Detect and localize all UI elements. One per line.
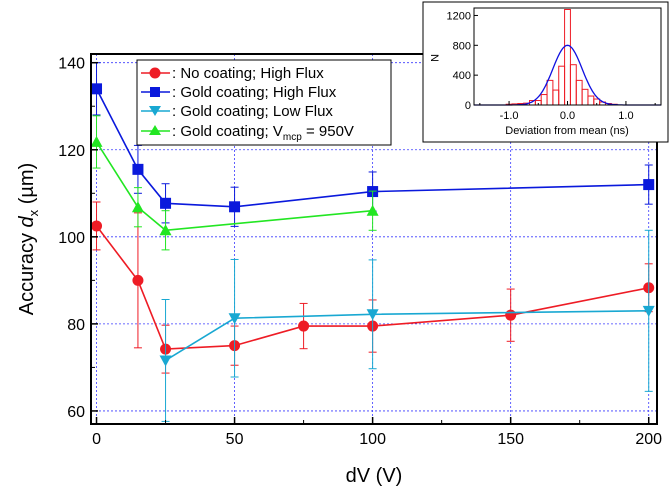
data-point: [505, 309, 517, 321]
data-point: [228, 313, 241, 325]
legend-label: : No coating; High Flux: [172, 65, 324, 82]
series-line: [165, 310, 649, 362]
data-point: [643, 179, 655, 191]
data-point: [132, 163, 144, 175]
legend-entry-gold-low: : Gold coating; Low Flux: [141, 103, 333, 120]
inset-x-tick-label: 0.0: [560, 110, 575, 122]
data-point: [131, 201, 144, 213]
main-series: [90, 62, 655, 422]
y-tick-label: 120: [58, 143, 85, 160]
legend-marker-triangle-down: [149, 106, 161, 116]
legend-entry-gold-high: : Gold coating; High Flux: [141, 84, 337, 101]
x-tick-label: 150: [497, 431, 524, 448]
data-point: [160, 197, 172, 209]
data-point: [132, 274, 144, 286]
inset-y-tick-label: 0: [465, 100, 471, 112]
data-point: [366, 309, 379, 321]
data-point: [159, 355, 172, 367]
legend-entry-gold-950v: : Gold coating; Vmcp = 950V: [141, 123, 354, 143]
data-point: [159, 224, 172, 236]
data-point: [91, 83, 103, 95]
y-tick-label: 80: [67, 317, 85, 334]
x-axis-title: dV (V): [346, 465, 403, 487]
inset-ticks: -1.0 0.0 1.0 0 400 800 1200: [447, 10, 656, 122]
data-point: [229, 201, 241, 213]
legend-label: : Gold coating; Vmcp = 950V: [172, 123, 354, 143]
legend-marker-square: [150, 87, 160, 97]
inset-y-axis-title: N: [428, 54, 440, 62]
x-tick-label: 100: [359, 431, 386, 448]
main-ticks: 0 50 100 150 200 60 80 100 120 140: [58, 56, 662, 448]
y-axis-title: Accuracy dx (µm): [16, 163, 41, 316]
x-tick-label: 200: [635, 431, 662, 448]
y-axis-title-italic: d: [16, 215, 38, 227]
data-point: [366, 204, 379, 216]
data-point: [298, 320, 310, 332]
y-tick-label: 60: [67, 404, 85, 421]
legend-marker-circle: [149, 67, 161, 79]
legend-marker-triangle-up: [149, 125, 161, 135]
legend-box: [136, 59, 392, 146]
y-axis-title-main: Accuracy: [16, 227, 38, 315]
x-tick-label: 0: [92, 431, 101, 448]
y-tick-label: 100: [58, 230, 85, 247]
data-point: [642, 305, 655, 317]
data-point: [90, 135, 103, 147]
inset-x-axis-title: Deviation from mean (ns): [505, 125, 629, 137]
series-group: [90, 115, 379, 251]
main-plot-frame: [90, 53, 658, 425]
inset-histogram: -1.0 0.0 1.0 0 400 800 1200 Deviation from mea…: [422, 1, 669, 143]
inset-y-tick-label: 400: [453, 70, 471, 82]
legend: : No coating; High Flux : Gold coating; …: [136, 59, 392, 146]
inset-y-tick-label: 1200: [447, 10, 471, 22]
legend-entry-no-coating: : No coating; High Flux: [141, 65, 324, 82]
y-axis-title-sub: x: [26, 209, 41, 216]
x-tick-label: 50: [226, 431, 244, 448]
data-point: [91, 220, 103, 232]
inset-y-tick-label: 800: [453, 40, 471, 52]
series-line: [95, 225, 649, 350]
legend-label: : Gold coating; Low Flux: [172, 103, 333, 120]
inset-background: [422, 1, 669, 143]
y-axis-title-unit: (µm): [16, 163, 38, 210]
inset-x-tick-label: 1.0: [618, 110, 633, 122]
y-tick-label: 140: [58, 56, 85, 73]
legend-label: : Gold coating; High Flux: [172, 84, 337, 101]
series-group: [159, 229, 655, 422]
series-line: [95, 141, 373, 232]
inset-x-tick-label: -1.0: [500, 110, 519, 122]
series-line: [95, 88, 649, 208]
